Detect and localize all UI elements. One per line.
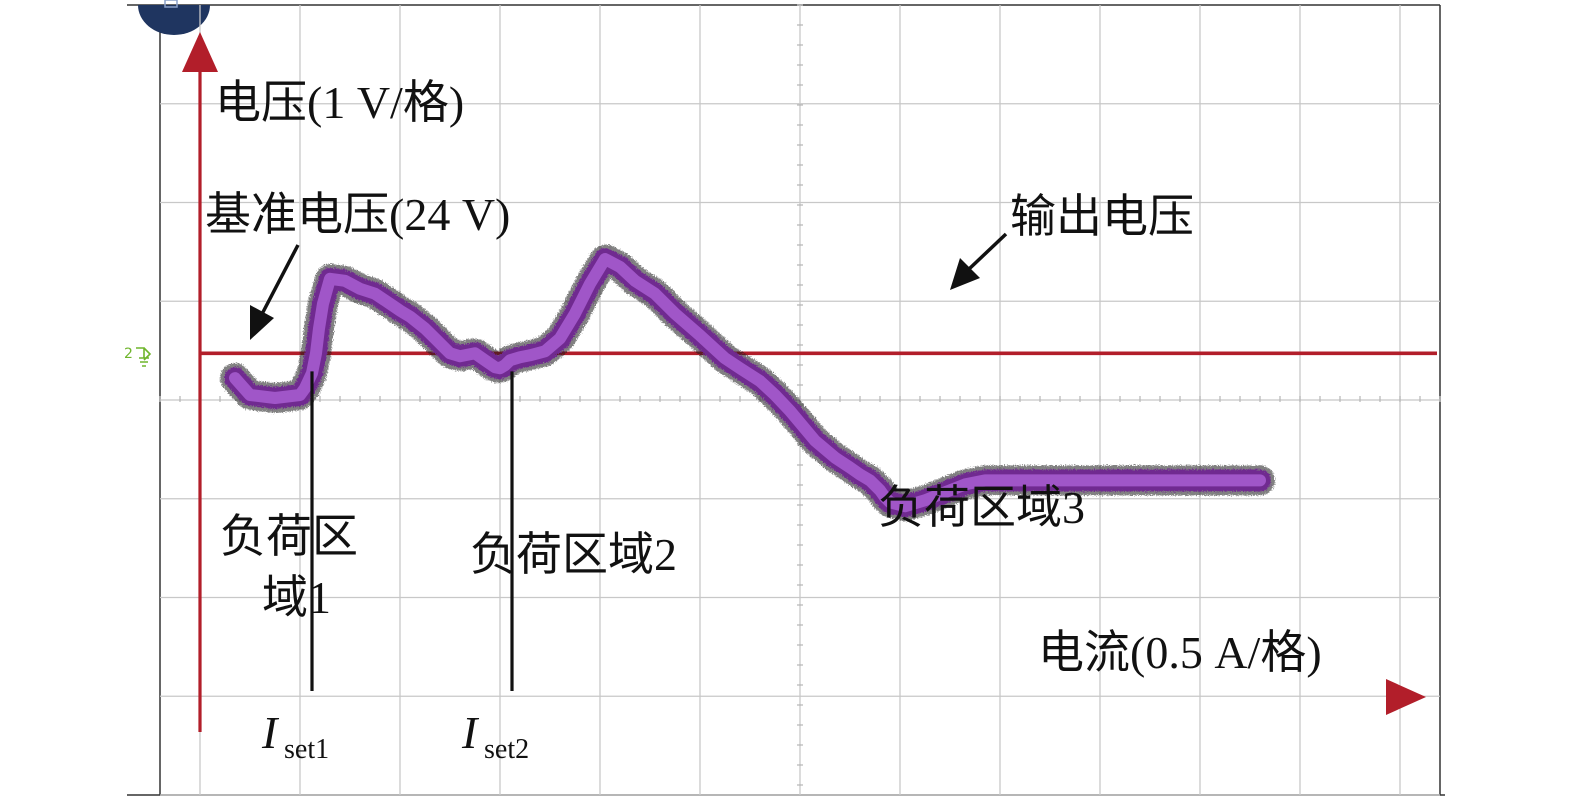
output-arrow-shaft bbox=[966, 232, 1008, 272]
y-axis-label: 电压(1 V/格) bbox=[215, 77, 464, 128]
center-ticks bbox=[159, 4, 1441, 786]
reference-arrow-head bbox=[250, 305, 274, 340]
x-axis-label: 电流(0.5 A/格) bbox=[1038, 627, 1322, 678]
reference-label: 基准电压(24 V) bbox=[205, 189, 510, 240]
reference-arrow-shaft bbox=[260, 244, 300, 315]
output-arrow-head bbox=[950, 258, 980, 290]
trace-line bbox=[229, 253, 1266, 513]
axes bbox=[182, 32, 1426, 732]
x-axis-arrow bbox=[1386, 679, 1426, 715]
output-voltage-label: 输出电压 bbox=[1010, 191, 1194, 242]
region-1-label-line2: 域1 bbox=[262, 572, 331, 623]
region-2-label: 负荷区域2 bbox=[470, 529, 677, 580]
marker-label-set2: I bbox=[461, 707, 480, 758]
marker-label-set1: I bbox=[261, 707, 280, 758]
svg-text:2: 2 bbox=[124, 346, 133, 362]
y-axis-arrow bbox=[182, 32, 218, 72]
output-voltage-trace bbox=[220, 244, 1275, 522]
marker-sub-set2: set2 bbox=[484, 734, 529, 765]
region-3-label: 负荷区域3 bbox=[878, 482, 1085, 533]
channel-badge bbox=[138, 0, 210, 35]
ground-marker-icon: 2 bbox=[124, 346, 152, 367]
channel-badge-glyph bbox=[164, 0, 178, 8]
marker-sub-set1: set1 bbox=[284, 734, 329, 765]
region-1-label-line1: 负荷区 bbox=[220, 511, 358, 562]
channel-badge-shape bbox=[138, 5, 210, 35]
